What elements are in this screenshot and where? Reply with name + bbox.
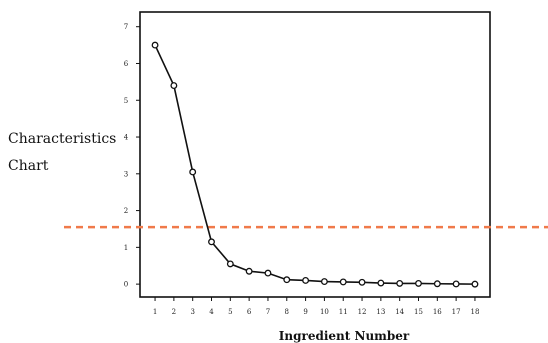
- plot-frame: [139, 11, 491, 298]
- data-point: [433, 280, 441, 288]
- y-axis-label-line-2: Chart: [8, 158, 49, 174]
- x-tick-label: 8: [285, 308, 289, 316]
- x-axis-label: Ingredient Number: [278, 329, 410, 343]
- x-tick-label: 18: [470, 308, 479, 316]
- y-tick-label: 4: [124, 134, 129, 142]
- data-points: [151, 41, 479, 288]
- series-line: [154, 44, 475, 285]
- x-tick-label: 13: [376, 308, 385, 316]
- x-tick-label: 12: [358, 308, 367, 316]
- data-point: [170, 82, 178, 89]
- data-point: [208, 238, 215, 246]
- data-point: [471, 280, 479, 288]
- x-tick-label: 3: [190, 308, 194, 316]
- x-tick-label: 15: [414, 308, 423, 316]
- data-point: [320, 278, 328, 286]
- data-point: [245, 267, 253, 275]
- data-point: [339, 278, 347, 286]
- data-point: [264, 269, 272, 277]
- y-tick-label: 1: [124, 244, 128, 252]
- x-tick-label: 11: [339, 308, 348, 316]
- x-tick-label: 6: [247, 308, 252, 316]
- data-point: [377, 279, 385, 287]
- x-tick-label: 17: [452, 308, 461, 316]
- x-tick-label: 1: [153, 308, 157, 316]
- y-tick-label: 6: [124, 60, 129, 68]
- y-tick-label: 3: [124, 170, 128, 178]
- data-point: [302, 277, 310, 284]
- x-tick-label: 5: [228, 308, 232, 316]
- data-point: [226, 260, 234, 268]
- x-tick-label: 9: [303, 308, 307, 316]
- x-tick-label: 14: [395, 308, 404, 316]
- data-point: [283, 276, 291, 284]
- y-axis-ticks: 0 1 2 3 4 5 6 7: [124, 23, 140, 289]
- x-tick-label: 7: [266, 308, 270, 316]
- x-tick-label: 2: [172, 308, 176, 316]
- y-tick-label: 7: [124, 23, 128, 31]
- data-point: [452, 280, 460, 288]
- data-point: [415, 279, 422, 287]
- x-tick-label: 4: [209, 308, 214, 316]
- x-tick-label: 16: [433, 308, 442, 316]
- y-axis-label-line-1: Characteristics: [8, 131, 117, 147]
- data-point: [396, 279, 404, 287]
- y-tick-label: 0: [124, 281, 128, 289]
- y-tick-label: 5: [124, 97, 128, 105]
- data-point: [151, 41, 159, 49]
- y-tick-label: 2: [124, 207, 128, 215]
- x-axis-ticks: 1 2 3 4 5 6 7 8 9 10 11 12 13 14 15 16 17 18: [153, 297, 479, 316]
- data-point: [189, 168, 197, 176]
- data-point: [358, 278, 366, 286]
- x-tick-label: 10: [320, 308, 329, 316]
